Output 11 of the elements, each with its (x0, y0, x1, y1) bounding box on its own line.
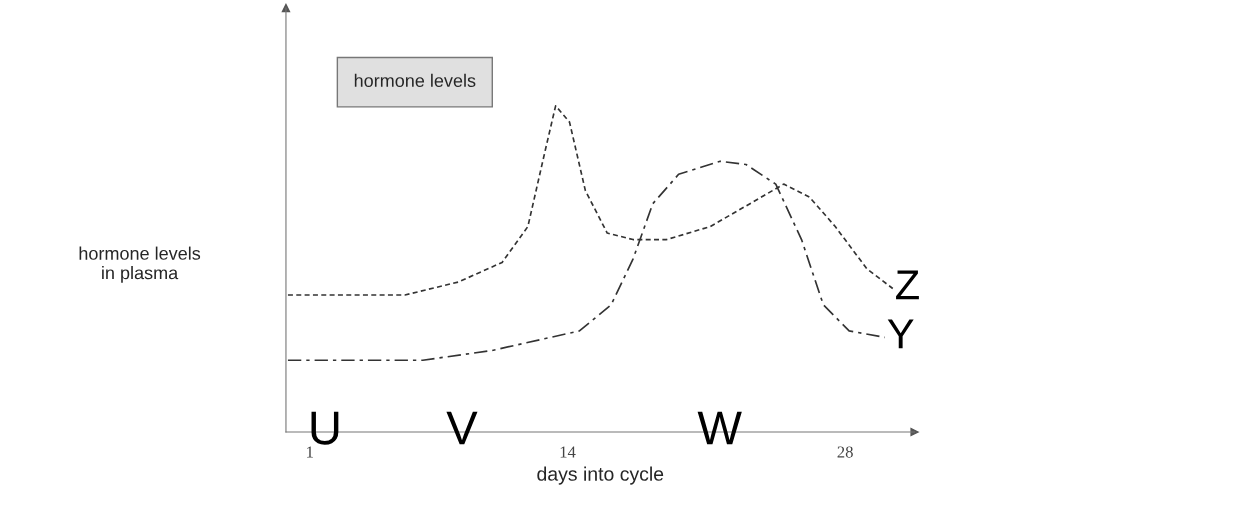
annotation: U (311, 411, 339, 445)
x-tick-label: 28 (837, 446, 853, 458)
text: hormone levels (354, 73, 476, 88)
y-axis-title: hormone levels in plasma (79, 246, 201, 283)
annotation: W (697, 411, 742, 445)
x-axis-title: days into cycle (537, 466, 664, 485)
x-tick-label: 14 (560, 446, 576, 458)
annotation: V (446, 411, 478, 445)
series-label: Y (887, 319, 914, 349)
series-label: Z (896, 270, 919, 300)
x-tick-label: 1 (307, 446, 313, 458)
